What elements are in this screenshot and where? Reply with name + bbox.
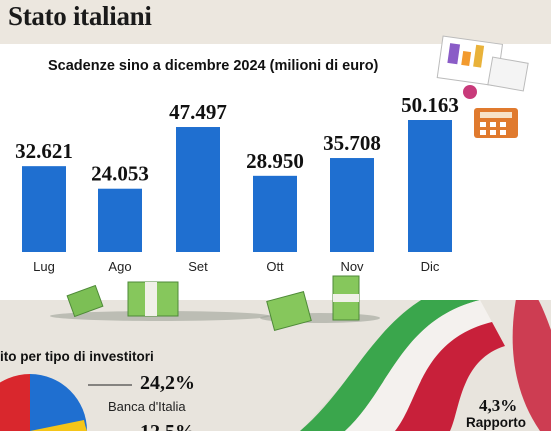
bar-ago — [98, 188, 142, 252]
documents-icon — [436, 35, 529, 99]
calculator-icon — [474, 108, 518, 138]
value-label-set: 47.497 — [169, 100, 227, 124]
category-label-dic: Dic — [421, 259, 440, 274]
investor-pie-chart — [0, 374, 132, 431]
value-label-ago: 24.053 — [91, 162, 149, 186]
value-label-lug: 32.621 — [15, 139, 73, 163]
ratio-label: Rapporto — [466, 415, 526, 430]
bar-nov — [330, 158, 374, 252]
value-label-ott: 28.950 — [246, 149, 304, 173]
bar-ott — [253, 175, 297, 252]
bar-dic — [408, 120, 452, 252]
category-label-nov: Nov — [340, 259, 364, 274]
money-stack-icon — [50, 275, 380, 332]
bar-set — [176, 127, 220, 252]
category-label-ott: Ott — [266, 259, 284, 274]
chart-subtitle: Scadenze sino a dicembre 2024 (milioni d… — [48, 58, 379, 74]
value-label-dic: 50.163 — [401, 93, 459, 117]
investor-label-1: Banca d'Italia — [108, 399, 186, 414]
category-label-lug: Lug — [33, 259, 55, 274]
investor-pct-2: 12,5% — [140, 421, 195, 431]
ratio-percentage: 4,3% — [479, 396, 518, 415]
category-label-ago: Ago — [108, 259, 131, 274]
chart-panel — [0, 44, 551, 300]
bar-lug — [22, 166, 66, 252]
value-label-nov: 35.708 — [323, 131, 381, 155]
bar-chart: 32.621 Lug 24.053 Ago 47.497 Set 28.950 Ott 35.7… — [15, 93, 459, 274]
page-title: Stato italiani — [8, 1, 152, 31]
investors-section-title: ito per tipo di investitori — [0, 349, 154, 364]
category-label-set: Set — [188, 259, 208, 274]
investor-pct-1: 24,2% — [140, 372, 195, 394]
